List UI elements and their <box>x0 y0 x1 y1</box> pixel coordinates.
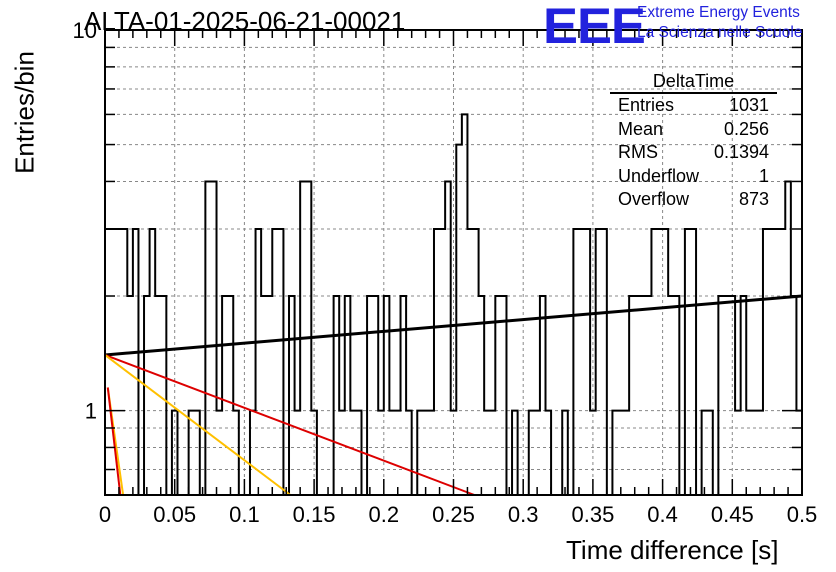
x-tick-label: 0 <box>99 502 111 527</box>
x-tick-label: 0.05 <box>153 502 196 527</box>
x-axis-ticks: 0 0.05 0.1 0.15 0.2 0.25 0.3 0.35 0.4 0.45 0.5 <box>99 30 817 527</box>
x-axis-label: Time difference [s] <box>566 535 779 565</box>
eee-logo: EEE <box>543 0 646 54</box>
x-tick-label: 0.3 <box>508 502 539 527</box>
stats-label: Mean <box>618 118 664 139</box>
y-axis-ticks: 1 10 <box>73 18 802 496</box>
stats-title: DeltaTime <box>610 71 777 94</box>
stats-value: 0.256 <box>723 118 769 139</box>
stats-value: 873 <box>738 189 769 209</box>
stats-row-rms: RMS 0.1394 <box>610 141 777 165</box>
stats-value: 0.1394 <box>713 142 769 162</box>
x-tick-label: 0.15 <box>293 502 336 527</box>
fit-line <box>106 387 122 496</box>
logo-line-2: La Scienza nelle Scuole <box>637 24 803 41</box>
y-tick-label: 1 <box>85 399 97 424</box>
logo-line-1: Extreme Energy Events <box>637 4 800 21</box>
stats-row-underflow: Underflow 1 <box>610 165 777 189</box>
fit-line <box>104 354 475 496</box>
stats-row-entries: Entries 1031 <box>610 94 777 118</box>
stats-box: DeltaTime Entries 1031 Mean 0.256 RMS 0.… <box>610 71 777 212</box>
stats-label: RMS <box>618 142 658 162</box>
stats-label: Underflow <box>618 165 700 186</box>
x-tick-label: 0.1 <box>229 502 260 527</box>
stats-value: 1031 <box>728 95 769 115</box>
chart-title: ALTA-01-2025-06-21-00021 <box>84 6 406 36</box>
x-tick-label: 0.5 <box>787 502 818 527</box>
x-tick-label: 0.25 <box>432 502 475 527</box>
y-axis-label: Entries/bin <box>9 51 40 174</box>
eee-logo-text: Extreme Energy Events La Scienza nelle S… <box>637 3 802 43</box>
x-tick-label: 0.2 <box>369 502 400 527</box>
stats-label: Overflow <box>618 189 690 209</box>
x-tick-label: 0.45 <box>711 502 754 527</box>
fit-line <box>104 294 803 357</box>
y-tick-label: 10 <box>73 18 97 43</box>
fit-lines <box>104 294 803 496</box>
x-tick-label: 0.4 <box>647 502 678 527</box>
stats-label: Entries <box>618 95 675 115</box>
stats-row-overflow: Overflow 873 <box>610 188 777 212</box>
stats-row-mean: Mean 0.256 <box>610 118 777 142</box>
stats-value: 1 <box>758 165 769 186</box>
fit-line <box>104 354 292 496</box>
x-tick-label: 0.35 <box>571 502 614 527</box>
